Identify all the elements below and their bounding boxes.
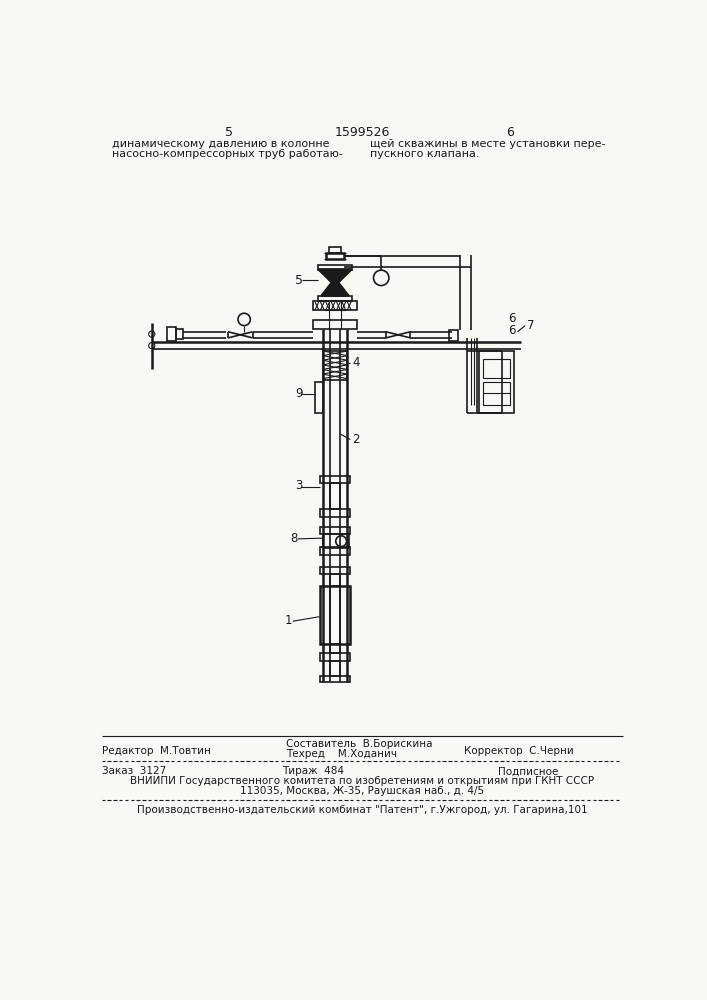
Text: насосно-компрессорных труб работаю-: насосно-компрессорных труб работаю-: [112, 149, 343, 159]
Text: 113035, Москва, Ж-35, Раушская наб., д. 4/5: 113035, Москва, Ж-35, Раушская наб., д. …: [240, 786, 484, 796]
Text: 3: 3: [295, 479, 303, 492]
Bar: [313, 301, 356, 310]
Bar: [320, 476, 351, 483]
Text: 4: 4: [352, 356, 359, 369]
Text: 9: 9: [295, 387, 303, 400]
Text: 6: 6: [508, 312, 515, 325]
Text: 5: 5: [295, 274, 303, 287]
Bar: [318, 296, 352, 301]
Text: 8: 8: [291, 532, 298, 545]
Text: Корректор  С.Черни: Корректор С.Черни: [464, 746, 573, 756]
Bar: [479, 351, 514, 413]
Bar: [329, 574, 340, 586]
Text: 6: 6: [508, 324, 515, 337]
Bar: [483, 359, 510, 378]
Bar: [320, 676, 351, 682]
Bar: [320, 567, 351, 574]
Text: 1599526: 1599526: [334, 126, 390, 139]
Text: Производственно-издательский комбинат "Патент", г.Ужгород, ул. Гагарина,101: Производственно-издательский комбинат "П…: [136, 805, 588, 815]
Bar: [315, 382, 322, 413]
Text: 2: 2: [352, 433, 359, 446]
Text: Редактор  М.Товтин: Редактор М.Товтин: [102, 746, 211, 756]
Bar: [329, 483, 340, 509]
Text: Техред    М.Ходанич: Техред М.Ходанич: [286, 749, 397, 759]
Text: 6: 6: [506, 126, 514, 139]
Bar: [318, 265, 352, 270]
Bar: [320, 509, 351, 517]
Polygon shape: [321, 282, 349, 296]
Bar: [449, 330, 458, 341]
Text: 1: 1: [285, 614, 293, 627]
Bar: [167, 327, 176, 341]
Bar: [320, 653, 351, 661]
Bar: [329, 247, 341, 253]
Text: Тираж  484: Тираж 484: [282, 766, 344, 776]
Text: Заказ  3127: Заказ 3127: [102, 766, 166, 776]
Bar: [329, 644, 340, 653]
Text: щей скважины в месте установки пере-: щей скважины в месте установки пере-: [370, 139, 605, 149]
Polygon shape: [318, 269, 352, 282]
Bar: [483, 382, 510, 405]
Bar: [320, 527, 351, 534]
Text: Подписное: Подписное: [498, 766, 559, 776]
Text: ВНИИПИ Государственного комитета по изобретениям и открытиям при ГКНТ СССР: ВНИИПИ Государственного комитета по изоб…: [130, 776, 594, 786]
Bar: [329, 661, 340, 676]
Bar: [320, 586, 351, 644]
Text: 7: 7: [527, 319, 534, 332]
Text: 5: 5: [225, 126, 233, 139]
Bar: [322, 351, 347, 380]
Bar: [322, 534, 349, 548]
Bar: [176, 329, 182, 339]
Text: Составитель  В.Борискина: Составитель В.Борискина: [286, 739, 433, 749]
Text: пускного клапана.: пускного клапана.: [370, 149, 479, 159]
Bar: [326, 253, 344, 259]
Text: динамическому давлению в колонне: динамическому давлению в колонне: [112, 139, 329, 149]
Bar: [313, 320, 356, 329]
Bar: [320, 547, 351, 555]
